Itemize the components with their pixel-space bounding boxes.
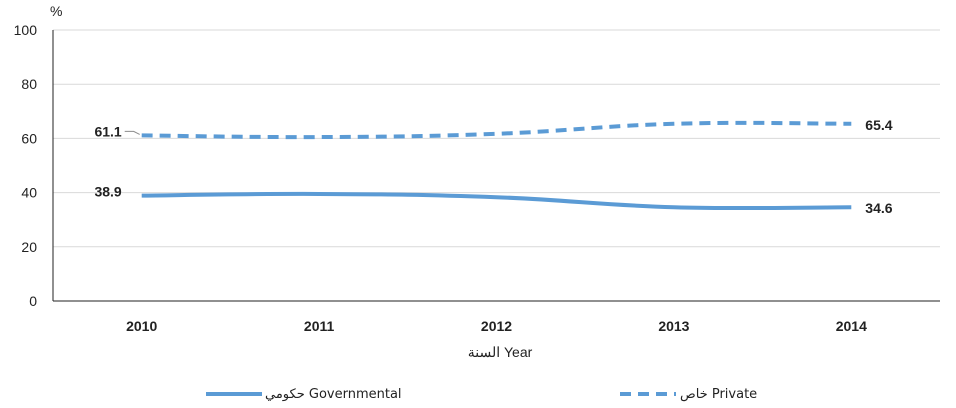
y-axis-label: %: [50, 3, 62, 19]
legend: حكومي Governmental خاص Private: [206, 387, 757, 402]
x-tick-labels: 2010 2011 2012 2013 2014: [126, 318, 867, 334]
series-line-governmental: [141, 191, 852, 211]
y-tick-label: 40: [21, 185, 37, 201]
series-lines: [141, 120, 852, 211]
legend-label-governmental: حكومي Governmental: [265, 387, 402, 402]
y-tick-labels: 0 20 40 60 80 100: [14, 22, 38, 309]
data-label: 38.9: [94, 184, 121, 200]
x-tick-label: 2011: [304, 318, 335, 334]
x-tick-label: 2014: [836, 318, 867, 334]
y-tick-label: 80: [21, 76, 37, 92]
data-label-leader: [124, 130, 140, 135]
x-axis-label: السنة Year: [468, 344, 533, 360]
data-labels: 38.9 34.6 61.1 65.4: [94, 117, 892, 216]
data-label: 34.6: [865, 200, 892, 216]
data-label: 65.4: [865, 117, 892, 133]
gridlines: [53, 29, 940, 248]
x-tick-label: 2010: [126, 318, 157, 334]
x-tick-label: 2012: [481, 318, 512, 334]
y-tick-label: 100: [14, 22, 38, 38]
series-line-private: [141, 120, 852, 140]
y-tick-label: 0: [29, 293, 37, 309]
y-tick-label: 20: [21, 239, 37, 255]
y-tick-label: 60: [21, 130, 37, 146]
data-label: 61.1: [94, 123, 121, 139]
x-tick-label: 2013: [658, 318, 689, 334]
legend-label-private: خاص Private: [680, 387, 757, 402]
